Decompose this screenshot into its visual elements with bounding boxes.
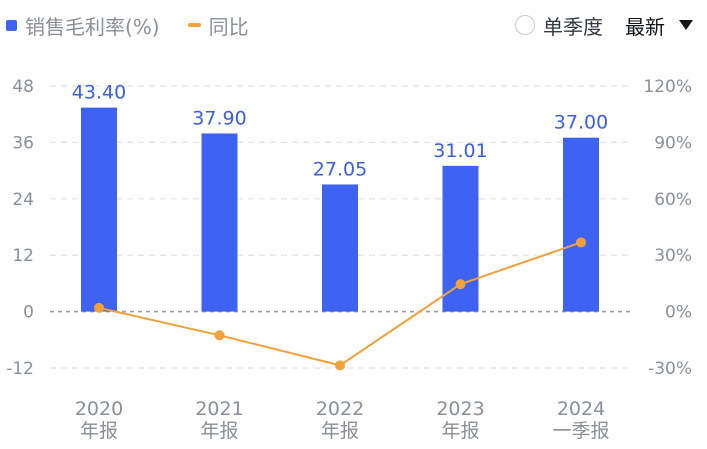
right-tick-label: 30%: [654, 246, 692, 266]
bar: [201, 133, 238, 312]
line-swatch: [187, 23, 201, 27]
bar: [81, 107, 117, 312]
category-year-label: 2023: [436, 398, 484, 420]
caret-down-icon: [679, 20, 693, 30]
yoy-point: [214, 330, 225, 341]
bar-value-label: 27.05: [313, 158, 367, 180]
right-tick-label: 90%: [654, 133, 692, 153]
quarterly-toggle-label: 单季度: [543, 14, 603, 39]
category-period-label: 年报: [80, 420, 118, 442]
bar-swatch: [6, 19, 17, 31]
quarterly-toggle[interactable]: 单季度: [515, 11, 603, 40]
category-year-label: 2024: [557, 398, 605, 420]
legend-line-label: 同比: [208, 14, 249, 39]
legend-line-series[interactable]: 同比: [166, 11, 249, 40]
bar: [442, 165, 479, 312]
left-tick-label: 24: [12, 190, 34, 210]
left-tick-label: 48: [12, 77, 34, 97]
yoy-point: [94, 302, 104, 313]
yoy-point: [576, 237, 586, 248]
legend-bar: 销售毛利率(%) 同比 单季度 最新: [0, 0, 707, 50]
left-tick-label: 0: [23, 303, 34, 323]
category-period-label: 一季报: [552, 420, 609, 442]
left-tick-label: -12: [6, 359, 34, 379]
bar-value-label: 37.90: [192, 107, 246, 129]
right-tick-label: 120%: [643, 77, 692, 97]
sort-dropdown[interactable]: 最新: [625, 11, 693, 40]
bar: [563, 137, 599, 312]
category-year-label: 2022: [316, 398, 364, 420]
left-tick-label: 36: [12, 133, 34, 153]
sort-dropdown-label: 最新: [625, 14, 665, 39]
legend-bar-label: 销售毛利率(%): [25, 14, 160, 39]
right-tick-label: 0%: [665, 303, 692, 323]
bar-value-label: 31.01: [433, 140, 487, 162]
category-period-label: 年报: [200, 420, 238, 442]
category-period-label: 年报: [441, 420, 479, 442]
right-tick-label: 60%: [654, 190, 692, 210]
category-year-label: 2020: [75, 398, 123, 420]
category-year-label: 2021: [195, 398, 243, 420]
bar-value-label: 37.00: [554, 112, 608, 134]
yoy-point: [455, 279, 466, 290]
category-period-label: 年报: [321, 420, 359, 442]
left-tick-label: 12: [12, 246, 34, 266]
bar-value-label: 43.40: [72, 82, 126, 104]
yoy-point: [335, 360, 345, 371]
bar: [322, 184, 358, 312]
legend-bar-series[interactable]: 销售毛利率(%): [6, 11, 160, 40]
radio-unchecked-icon: [515, 15, 535, 35]
right-tick-label: -30%: [648, 359, 692, 379]
